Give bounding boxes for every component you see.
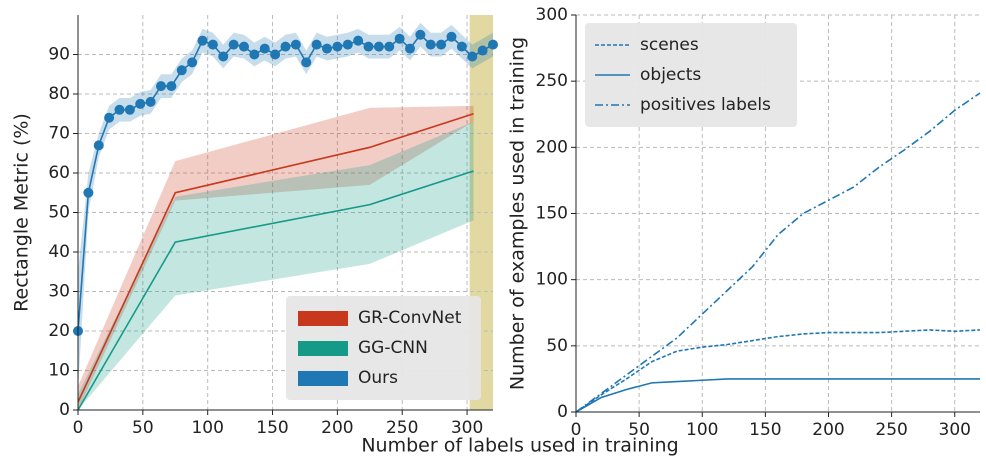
- legend-box: [585, 23, 797, 127]
- y-axis-label: Rectangle Metric (%): [11, 113, 33, 312]
- data-line: [77, 112, 474, 403]
- y-axis-label: Number of examples used in training: [507, 37, 529, 390]
- y-tick-label: 0: [557, 402, 568, 422]
- y-tick-label: 30: [48, 282, 70, 302]
- data-point: [425, 39, 436, 50]
- data-point: [124, 104, 135, 115]
- x-tick-label: 50: [132, 418, 154, 438]
- data-point: [332, 41, 343, 52]
- data-point: [207, 39, 218, 50]
- x-tick-label: 250: [386, 418, 418, 438]
- data-point: [104, 112, 115, 123]
- legend-label: GR-ConvNet: [358, 308, 462, 328]
- x-tick-label: 300: [939, 420, 971, 440]
- data-point: [488, 39, 498, 50]
- data-point: [259, 43, 270, 54]
- data-point: [114, 104, 125, 115]
- data-point: [446, 31, 457, 42]
- data-point: [405, 43, 415, 54]
- x-tick-label: 100: [686, 420, 718, 440]
- y-tick-label: 40: [48, 242, 70, 262]
- data-point: [342, 39, 353, 50]
- data-point: [384, 41, 395, 52]
- y-tick-label: 70: [48, 124, 70, 144]
- y-tick-label: 250: [536, 71, 568, 91]
- x-tick-label: 200: [321, 418, 353, 438]
- y-tick-label: 60: [48, 163, 70, 183]
- x-tick-label: 300: [451, 418, 483, 438]
- x-axis-label: Number of labels used in training: [361, 435, 678, 457]
- data-line: [575, 92, 981, 413]
- data-point: [394, 33, 405, 44]
- data-point: [467, 51, 478, 62]
- data-point: [322, 43, 332, 54]
- confidence-band: [78, 121, 474, 411]
- y-tick-label: 150: [536, 204, 568, 224]
- data-point: [280, 41, 291, 52]
- data-point: [83, 187, 94, 198]
- x-tick-label: 50: [628, 420, 650, 440]
- y-tick-label: 100: [536, 270, 568, 290]
- y-tick-label: 90: [48, 45, 70, 65]
- legend-label: GG-CNN: [358, 338, 428, 358]
- data-point: [218, 51, 229, 62]
- x-tick-label: 200: [812, 420, 844, 440]
- y-tick-label: 50: [48, 203, 70, 223]
- data-point: [353, 35, 364, 46]
- x-tick-label: 0: [73, 418, 84, 438]
- data-line: [77, 170, 474, 411]
- data-point: [197, 35, 208, 46]
- y-tick-label: 50: [546, 336, 568, 356]
- data-point: [270, 49, 281, 60]
- legend-swatch: [298, 371, 348, 386]
- legend-swatch: [298, 341, 348, 356]
- data-line: [575, 378, 980, 413]
- data-point: [135, 98, 146, 109]
- data-point: [290, 39, 301, 50]
- data-point: [415, 29, 426, 40]
- data-point: [93, 140, 104, 151]
- y-tick-label: 300: [536, 5, 568, 25]
- data-point: [239, 41, 249, 52]
- x-tick-label: 100: [191, 418, 223, 438]
- y-tick-label: 20: [48, 321, 70, 341]
- legend-label: Ours: [358, 368, 398, 388]
- data-point: [187, 57, 198, 68]
- data-point: [228, 39, 239, 50]
- y-tick-label: 0: [59, 400, 70, 420]
- data-point: [456, 41, 467, 52]
- data-point: [311, 39, 322, 50]
- data-point: [301, 57, 312, 68]
- legend-swatch: [298, 311, 348, 326]
- x-tick-label: 150: [749, 420, 781, 440]
- data-point: [363, 41, 374, 52]
- data-point: [176, 65, 187, 76]
- x-tick-label: 250: [875, 420, 907, 440]
- legend-label: objects: [640, 65, 701, 85]
- y-tick-label: 10: [48, 361, 70, 381]
- data-point: [373, 41, 384, 52]
- legend-label: scenes: [640, 35, 699, 55]
- data-point: [145, 96, 156, 107]
- data-point: [436, 39, 447, 50]
- y-tick-label: 200: [536, 137, 568, 157]
- data-point: [249, 49, 260, 60]
- data-point: [166, 81, 177, 92]
- confidence-band: [78, 105, 474, 410]
- data-line: [575, 329, 981, 413]
- data-point: [477, 45, 488, 56]
- data-point: [156, 81, 166, 92]
- y-tick-label: 80: [48, 84, 70, 104]
- x-tick-label: 0: [571, 420, 582, 440]
- legend-label: positives labels: [640, 95, 771, 115]
- x-tick-label: 150: [256, 418, 288, 438]
